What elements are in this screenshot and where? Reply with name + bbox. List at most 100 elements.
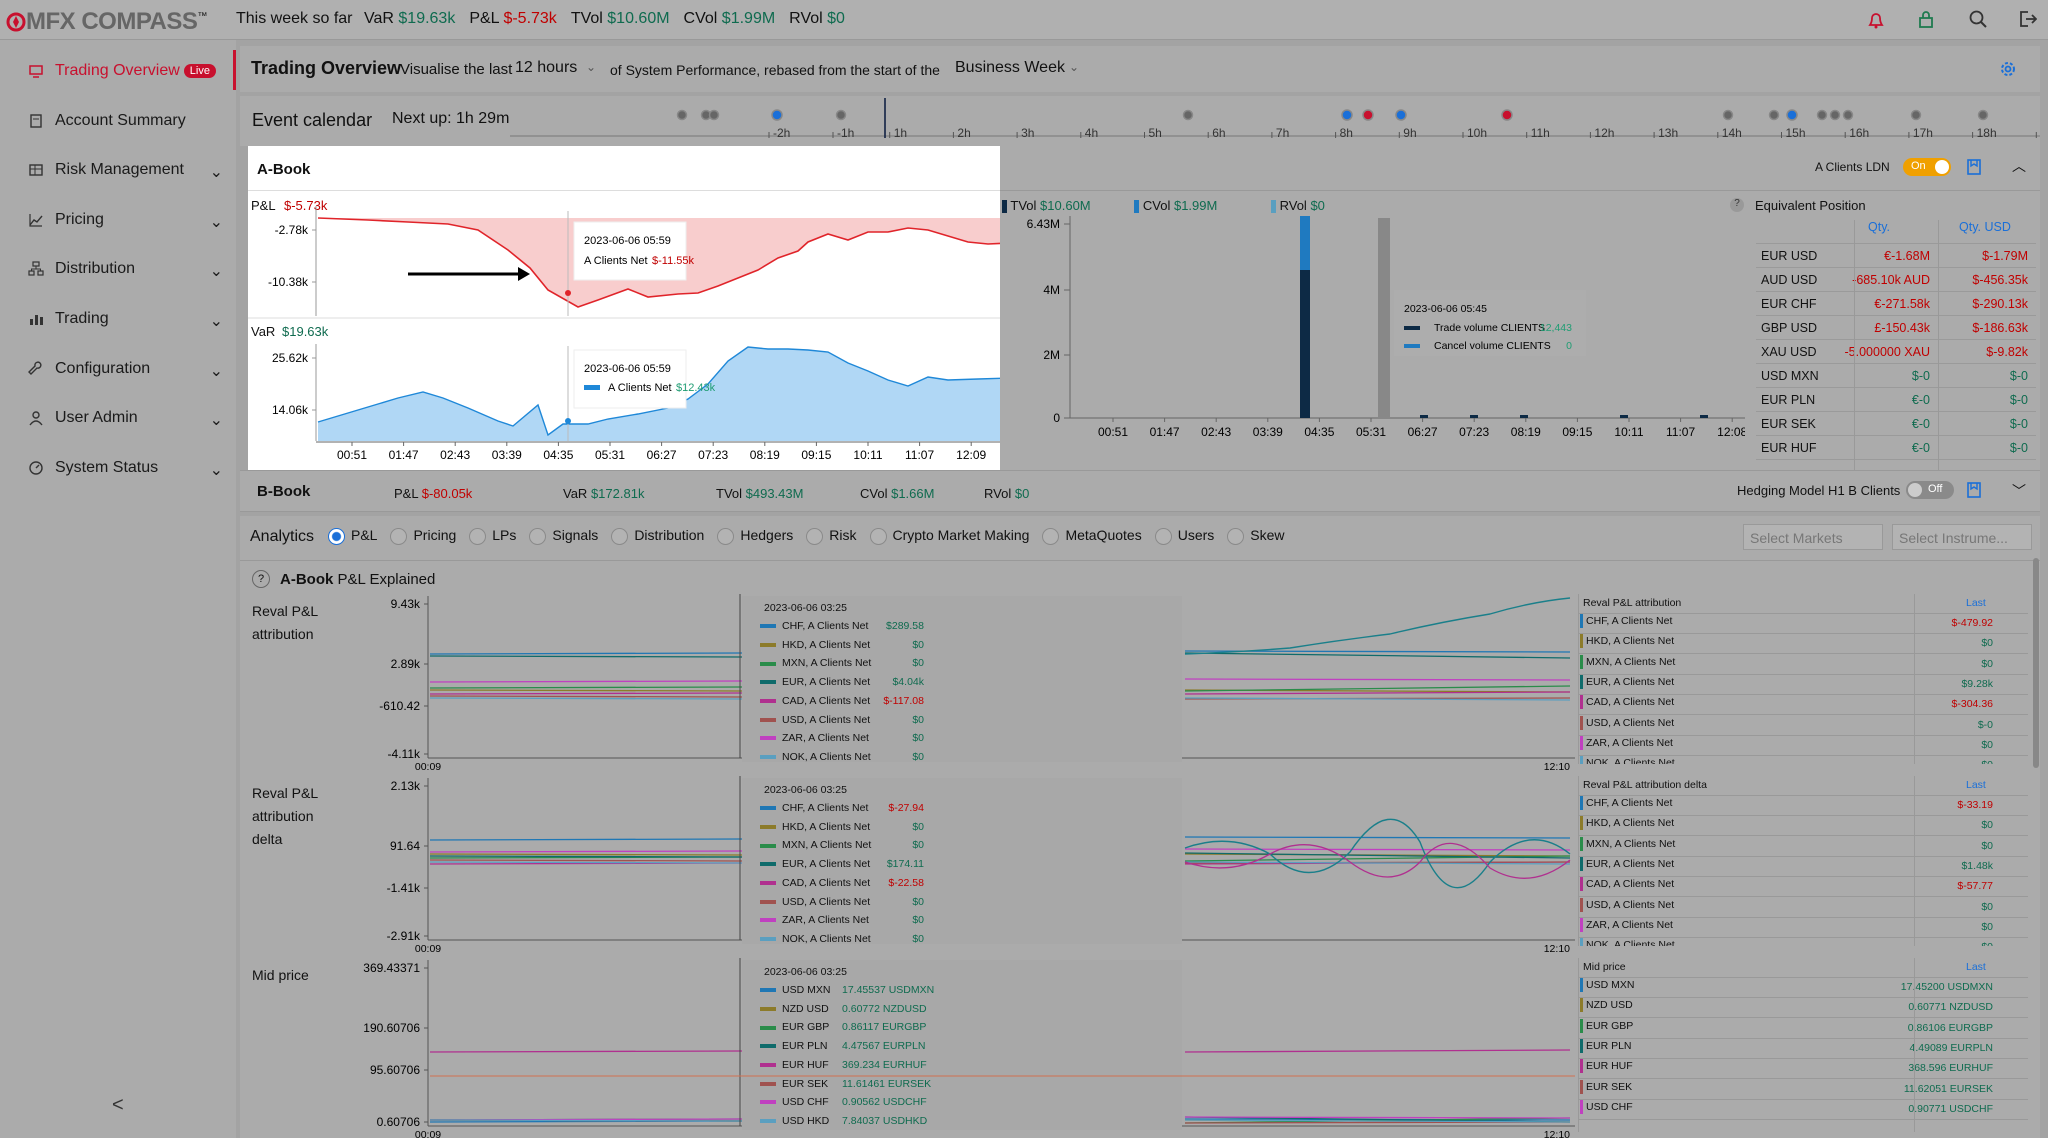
- table-row[interactable]: GBP USD £-150.43k $-186.63k: [1756, 316, 2036, 340]
- event-marker[interactable]: [771, 109, 783, 121]
- radio-button[interactable]: [390, 527, 408, 545]
- sidebar-item-pricing[interactable]: Pricing ⌄: [28, 205, 223, 235]
- last-header[interactable]: Last: [1966, 961, 1986, 973]
- qty-usd-header[interactable]: Qty. USD: [1959, 220, 2011, 234]
- radio-button[interactable]: [328, 527, 345, 545]
- tab-metaquotes[interactable]: MetaQuotes: [1042, 527, 1142, 545]
- week-select[interactable]: Business Week: [955, 59, 1065, 76]
- table-row[interactable]: EUR SEK 11.62051 EURSEK: [1579, 1079, 2028, 1100]
- radio-button[interactable]: [1227, 527, 1245, 545]
- table-row[interactable]: EUR CHF €-271.58k $-290.13k: [1756, 292, 2036, 316]
- a-book-chart[interactable]: -2.78k -10.38k 2023-06-06 05:59 A Clients N…: [248, 146, 1000, 470]
- last-header[interactable]: Last: [1966, 779, 1986, 791]
- event-marker[interactable]: [1182, 109, 1194, 121]
- bell-icon[interactable]: [1866, 10, 1886, 30]
- event-marker[interactable]: [1362, 109, 1374, 121]
- radio-button[interactable]: [1154, 527, 1172, 545]
- tab-distribution[interactable]: Distribution: [611, 527, 704, 545]
- sidebar-item-trading-overview[interactable]: Trading Overview Live: [28, 56, 223, 86]
- bookmark-icon[interactable]: [1966, 481, 1982, 499]
- sidebar-item-user-admin[interactable]: User Admin ⌄: [28, 403, 223, 433]
- tab-lps[interactable]: LPs: [469, 527, 516, 545]
- event-marker[interactable]: [708, 109, 720, 121]
- event-marker[interactable]: [1501, 109, 1513, 121]
- table-row[interactable]: CAD, A Clients Net $-57.77: [1579, 877, 2028, 898]
- table-row[interactable]: EUR HUF €-0 $-0: [1756, 436, 2036, 460]
- help-icon[interactable]: ?: [1730, 198, 1744, 212]
- event-marker[interactable]: [676, 109, 688, 121]
- select-markets[interactable]: Select Markets: [1743, 524, 1883, 550]
- logo[interactable]: MFX COMPASS ™: [6, 8, 207, 36]
- tab-crypto-market-making[interactable]: Crypto Market Making: [869, 527, 1029, 545]
- table-row[interactable]: ZAR, A Clients Net $0: [1579, 735, 2028, 756]
- table-row[interactable]: USD MXN 17.45200 USDMXN: [1579, 978, 2028, 998]
- radio-button[interactable]: [611, 527, 629, 545]
- event-marker[interactable]: [1341, 109, 1353, 121]
- help-icon[interactable]: ?: [252, 570, 270, 588]
- gear-icon[interactable]: [1998, 59, 2018, 79]
- event-marker[interactable]: [1842, 109, 1854, 121]
- tab-risk[interactable]: Risk: [806, 527, 857, 545]
- event-marker[interactable]: [1722, 109, 1734, 121]
- volume-bar[interactable]: [1470, 415, 1478, 418]
- lock-icon[interactable]: [1916, 9, 1936, 29]
- event-timeline[interactable]: -2h -1h 1h 2h 3h 4h 5h 6h 7h 8h 9h 10h 11h 12h 13h 14h 1…: [510, 96, 2040, 146]
- search-icon[interactable]: [1968, 9, 1988, 29]
- event-marker[interactable]: [1829, 109, 1841, 121]
- table-row[interactable]: EUR SEK €-0 $-0: [1756, 412, 2036, 436]
- table-row[interactable]: NOK, A Clients Net $0: [1579, 938, 2028, 946]
- chevron-down-icon[interactable]: ⌄: [1069, 60, 1080, 74]
- hedging-toggle[interactable]: Off: [1906, 481, 1954, 499]
- collapse-sidebar-button[interactable]: <: [112, 1094, 124, 1116]
- radio-button[interactable]: [529, 527, 547, 545]
- table-row[interactable]: XAU USD -5.000000 XAU $-9.82k: [1756, 340, 2036, 364]
- table-row[interactable]: ZAR, A Clients Net $0: [1579, 917, 2028, 938]
- last-header[interactable]: Last: [1966, 597, 1986, 609]
- table-row[interactable]: EUR PLN €-0 $-0: [1756, 388, 2036, 412]
- bookmark-icon[interactable]: [1966, 158, 1982, 176]
- radio-button[interactable]: [806, 527, 824, 545]
- sidebar-item-configuration[interactable]: Configuration ⌄: [28, 354, 223, 384]
- radio-button[interactable]: [1042, 527, 1060, 545]
- table-row[interactable]: MXN, A Clients Net $0: [1579, 836, 2028, 857]
- tab-p-l[interactable]: P&L: [328, 527, 377, 545]
- table-row[interactable]: CHF, A Clients Net $-33.19: [1579, 796, 2028, 816]
- table-row[interactable]: EUR, A Clients Net $9.28k: [1579, 674, 2028, 695]
- volume-bar[interactable]: [1420, 415, 1428, 418]
- a-clients-toggle[interactable]: On: [1903, 158, 1951, 176]
- qty-header[interactable]: Qty.: [1868, 220, 1890, 234]
- tab-signals[interactable]: Signals: [529, 527, 598, 545]
- table-row[interactable]: NOK, A Clients Net $0: [1579, 756, 2028, 764]
- event-marker[interactable]: [1910, 109, 1922, 121]
- scrollbar[interactable]: [2033, 558, 2039, 768]
- sidebar-item-trading[interactable]: Trading ⌄: [28, 304, 223, 334]
- volume-bar[interactable]: [1620, 415, 1628, 418]
- table-row[interactable]: EUR HUF 368.596 EURHUF: [1579, 1059, 2028, 1080]
- tab-hedgers[interactable]: Hedgers: [717, 527, 793, 545]
- radio-button[interactable]: [717, 527, 735, 545]
- table-row[interactable]: MXN, A Clients Net $0: [1579, 654, 2028, 675]
- sidebar-item-system-status[interactable]: System Status ⌄: [28, 453, 223, 483]
- chevron-down-icon[interactable]: ⌄: [586, 60, 597, 74]
- collapse-icon[interactable]: ︿: [2012, 158, 2026, 174]
- sidebar-item-risk-management[interactable]: Risk Management ⌄: [28, 155, 223, 185]
- volume-chart[interactable]: 6.43M 4M 2M 0 2023-06-06 05:45 Trade volume C…: [1000, 206, 1745, 470]
- table-row[interactable]: HKD, A Clients Net $0: [1579, 634, 2028, 655]
- tab-pricing[interactable]: Pricing: [390, 527, 456, 545]
- b-book-bar[interactable]: B-Book P&L $-80.05k VaR $172.81k TVol $493…: [240, 470, 2040, 512]
- expand-icon[interactable]: ﹀: [2012, 483, 2026, 499]
- event-marker[interactable]: [1768, 109, 1780, 121]
- table-row[interactable]: AUD USD -685.10k AUD $-456.35k: [1756, 268, 2036, 292]
- table-row[interactable]: USD CHF 0.90771 USDCHF: [1579, 1099, 2028, 1120]
- table-row[interactable]: EUR USD €-1.68M $-1.79M: [1756, 244, 2036, 268]
- radio-button[interactable]: [869, 527, 887, 545]
- trade-volume-bar[interactable]: [1300, 270, 1310, 418]
- table-row[interactable]: USD MXN $-0 $-0: [1756, 364, 2036, 388]
- table-row[interactable]: USD, A Clients Net $-0: [1579, 715, 2028, 736]
- sidebar-item-distribution[interactable]: Distribution ⌄: [28, 254, 223, 284]
- select-instruments[interactable]: Select Instrume...: [1892, 524, 2032, 550]
- table-row[interactable]: CAD, A Clients Net $-304.36: [1579, 695, 2028, 716]
- event-marker[interactable]: [835, 109, 847, 121]
- table-row[interactable]: CHF, A Clients Net $-479.92: [1579, 614, 2028, 634]
- tab-users[interactable]: Users: [1154, 527, 1214, 545]
